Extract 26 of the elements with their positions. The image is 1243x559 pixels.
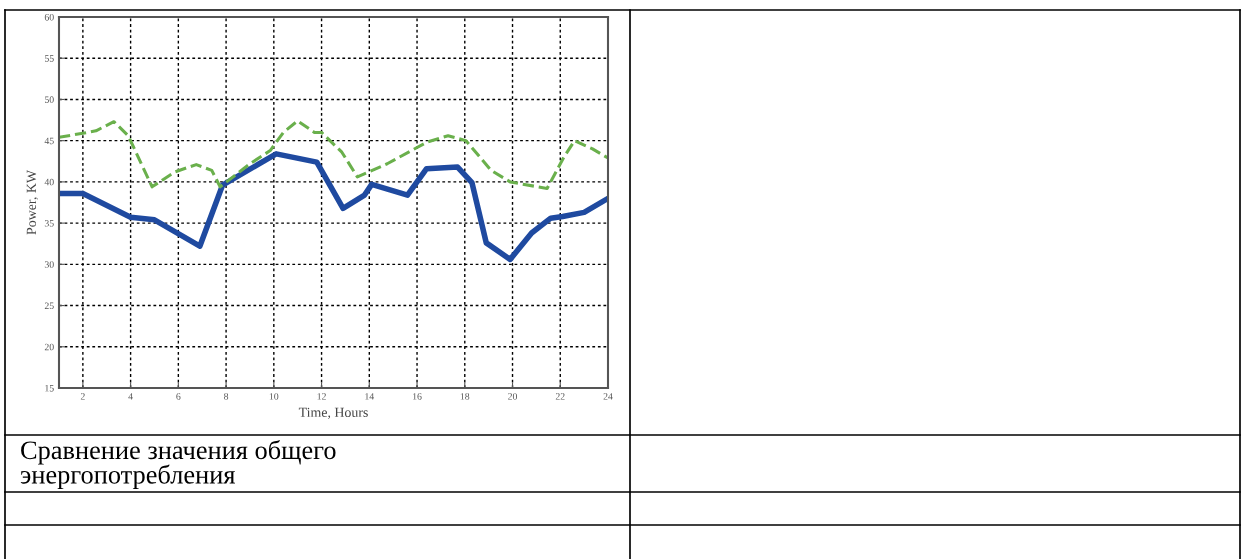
y-tick-label: 40 (44, 178, 54, 186)
y-tick-label: 35 (44, 220, 54, 227)
y-tick-label: 50 (44, 96, 54, 103)
y-tick-label: 20 (44, 343, 54, 351)
y-tick-label: 60 (44, 13, 54, 21)
y-tick-label: 25 (44, 302, 54, 310)
text: Сравнение значения общего энергопотребления (20, 440, 336, 490)
x-tick-label: 8 (224, 393, 229, 400)
x-tick-label: 20 (508, 393, 518, 400)
x-tick-label: 6 (176, 393, 181, 400)
x-tick-label: 16 (413, 393, 422, 400)
x-tick-label: 24 (603, 393, 613, 400)
y-tick-label: 45 (44, 137, 54, 145)
x-tick-label: 10 (269, 393, 279, 400)
y-tick-label: 55 (44, 55, 54, 62)
y-axis-title: Power, KW (26, 170, 39, 235)
x-tick-label: 2 (80, 393, 85, 400)
x-tick-label: 22 (555, 393, 565, 400)
x-tick-label: 4 (128, 393, 133, 400)
x-axis-title: Time, Hours (298, 407, 368, 420)
line-series (59, 119, 608, 191)
x-tick-label: 18 (460, 393, 470, 400)
x-tick-label: 14 (365, 393, 375, 400)
x-tick-label: 12 (317, 393, 326, 400)
y-tick-label: 30 (44, 261, 54, 268)
y-tick-label: 15 (45, 384, 54, 392)
